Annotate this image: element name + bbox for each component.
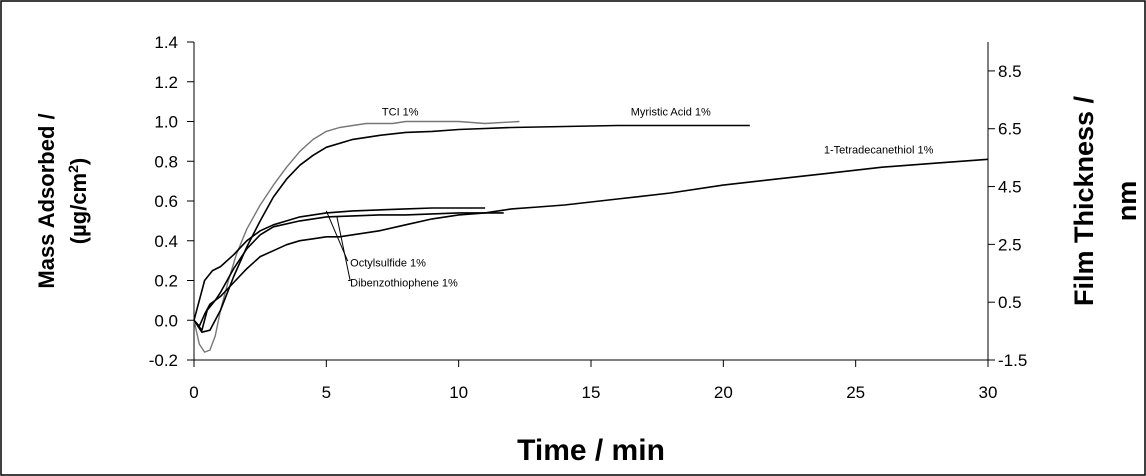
y-axis-title-close: ) — [66, 158, 91, 165]
x-tick-label: 15 — [582, 383, 601, 402]
y2-tick-label: 2.5 — [998, 235, 1022, 254]
x-tick-label: 25 — [846, 383, 865, 402]
x-tick-label: 10 — [449, 383, 468, 402]
y2-tick-label: 6.5 — [998, 120, 1022, 139]
y2-axis-title: Film Thickness / nm — [1069, 95, 1142, 306]
y-tick-label: 0.4 — [154, 232, 178, 251]
dibenzothiophene-leader — [336, 216, 351, 281]
x-tick-label: 0 — [189, 383, 198, 402]
annotation-label-3: Octylsulfide 1% — [350, 258, 426, 270]
y-axis-title: Mass Adsorbed / (µg/cm2) — [34, 113, 91, 288]
x-axis-title: Time / min — [517, 434, 665, 467]
y-axis-title-line1: Mass Adsorbed / — [34, 113, 59, 288]
y-tick-label: -0.2 — [149, 351, 178, 370]
y2-axis-title-line1: Film Thickness / — [1069, 95, 1099, 306]
annotation-label-0: TCI 1% — [382, 107, 419, 119]
y-tick-label: 1.4 — [154, 33, 178, 52]
series-group — [193, 120, 989, 353]
y2-tick-label: 0.5 — [998, 293, 1022, 312]
series-line-4 — [193, 212, 504, 331]
series-line-2 — [193, 158, 989, 327]
annotation-label-4: Dibenzothiophene 1% — [350, 277, 458, 289]
y-axis-title-unit: (µg/cm — [66, 173, 91, 244]
y-tick-label: 1.0 — [154, 113, 178, 132]
y2-axis-title-line2: nm — [1112, 181, 1142, 222]
series-line-3 — [193, 207, 486, 321]
y2-tick-label: 8.5 — [998, 62, 1022, 81]
y-tick-label: 0.2 — [154, 272, 178, 291]
y-tick-label: 1.2 — [154, 73, 178, 92]
ticks: 0 5 10 15 20 25 30 -0.2 0.0 0.2 0.4 0.6 0.8 1.0 1.2 1.4… — [149, 33, 1028, 402]
annotation-label-2: 1-Tetradecanethiol 1% — [824, 144, 934, 156]
series-line-1 — [193, 124, 750, 333]
annotations: TCI 1% Myristic Acid 1% 1-Tetradecanethiol… — [325, 107, 934, 289]
series-line-0 — [193, 120, 520, 353]
y-tick-label: 0.0 — [154, 311, 178, 330]
y2-tick-label: 4.5 — [998, 178, 1022, 197]
y2-tick-label: -1.5 — [998, 351, 1027, 370]
x-tick-label: 5 — [322, 383, 331, 402]
annotation-label-1: Myristic Acid 1% — [631, 107, 711, 119]
y-axis-title-line2: (µg/cm2) — [65, 158, 91, 244]
octylsulfide-leader — [325, 210, 349, 262]
x-tick-label: 30 — [979, 383, 998, 402]
x-tick-label: 20 — [714, 383, 733, 402]
y-tick-label: 0.6 — [154, 192, 178, 211]
y-axis-title-sup: 2 — [65, 165, 81, 173]
y-tick-label: 0.8 — [154, 152, 178, 171]
